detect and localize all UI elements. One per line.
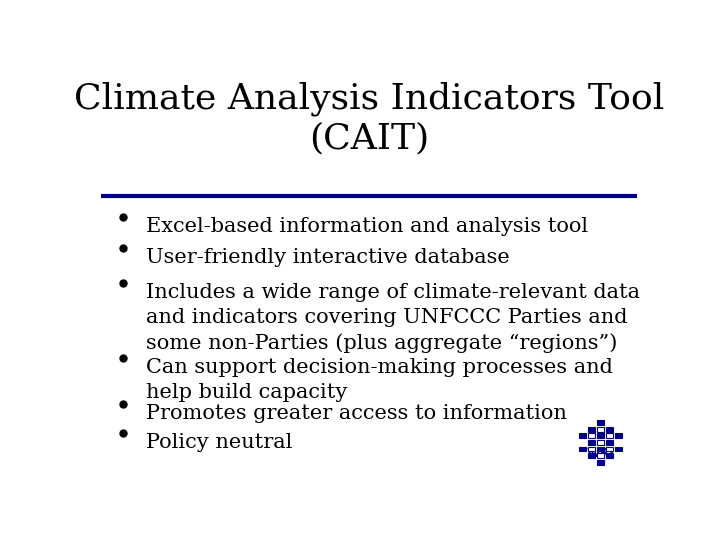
FancyBboxPatch shape: [580, 447, 586, 451]
FancyBboxPatch shape: [606, 433, 613, 438]
FancyBboxPatch shape: [580, 433, 586, 438]
FancyBboxPatch shape: [597, 420, 604, 425]
FancyBboxPatch shape: [597, 453, 604, 458]
Text: User-friendly interactive database: User-friendly interactive database: [145, 248, 510, 267]
FancyBboxPatch shape: [588, 440, 595, 445]
FancyBboxPatch shape: [597, 440, 604, 445]
Text: Includes a wide range of climate-relevant data
and indicators covering UNFCCC Pa: Includes a wide range of climate-relevan…: [145, 283, 640, 353]
FancyBboxPatch shape: [597, 427, 604, 431]
Text: Policy neutral: Policy neutral: [145, 433, 292, 452]
FancyBboxPatch shape: [606, 427, 613, 431]
FancyBboxPatch shape: [597, 460, 604, 465]
FancyBboxPatch shape: [588, 433, 595, 438]
Text: Excel-based information and analysis tool: Excel-based information and analysis too…: [145, 217, 588, 235]
FancyBboxPatch shape: [606, 453, 613, 458]
Text: Can support decision-making processes and
help build capacity: Can support decision-making processes an…: [145, 358, 613, 402]
FancyBboxPatch shape: [606, 447, 613, 451]
FancyBboxPatch shape: [606, 440, 613, 445]
Text: Promotes greater access to information: Promotes greater access to information: [145, 404, 567, 423]
FancyBboxPatch shape: [588, 453, 595, 458]
FancyBboxPatch shape: [597, 447, 604, 451]
Text: WRI: WRI: [587, 447, 614, 460]
FancyBboxPatch shape: [588, 447, 595, 451]
Text: Climate Analysis Indicators Tool
(CAIT): Climate Analysis Indicators Tool (CAIT): [74, 82, 664, 156]
FancyBboxPatch shape: [597, 433, 604, 438]
FancyBboxPatch shape: [615, 433, 622, 438]
FancyBboxPatch shape: [588, 427, 595, 431]
FancyBboxPatch shape: [615, 447, 622, 451]
